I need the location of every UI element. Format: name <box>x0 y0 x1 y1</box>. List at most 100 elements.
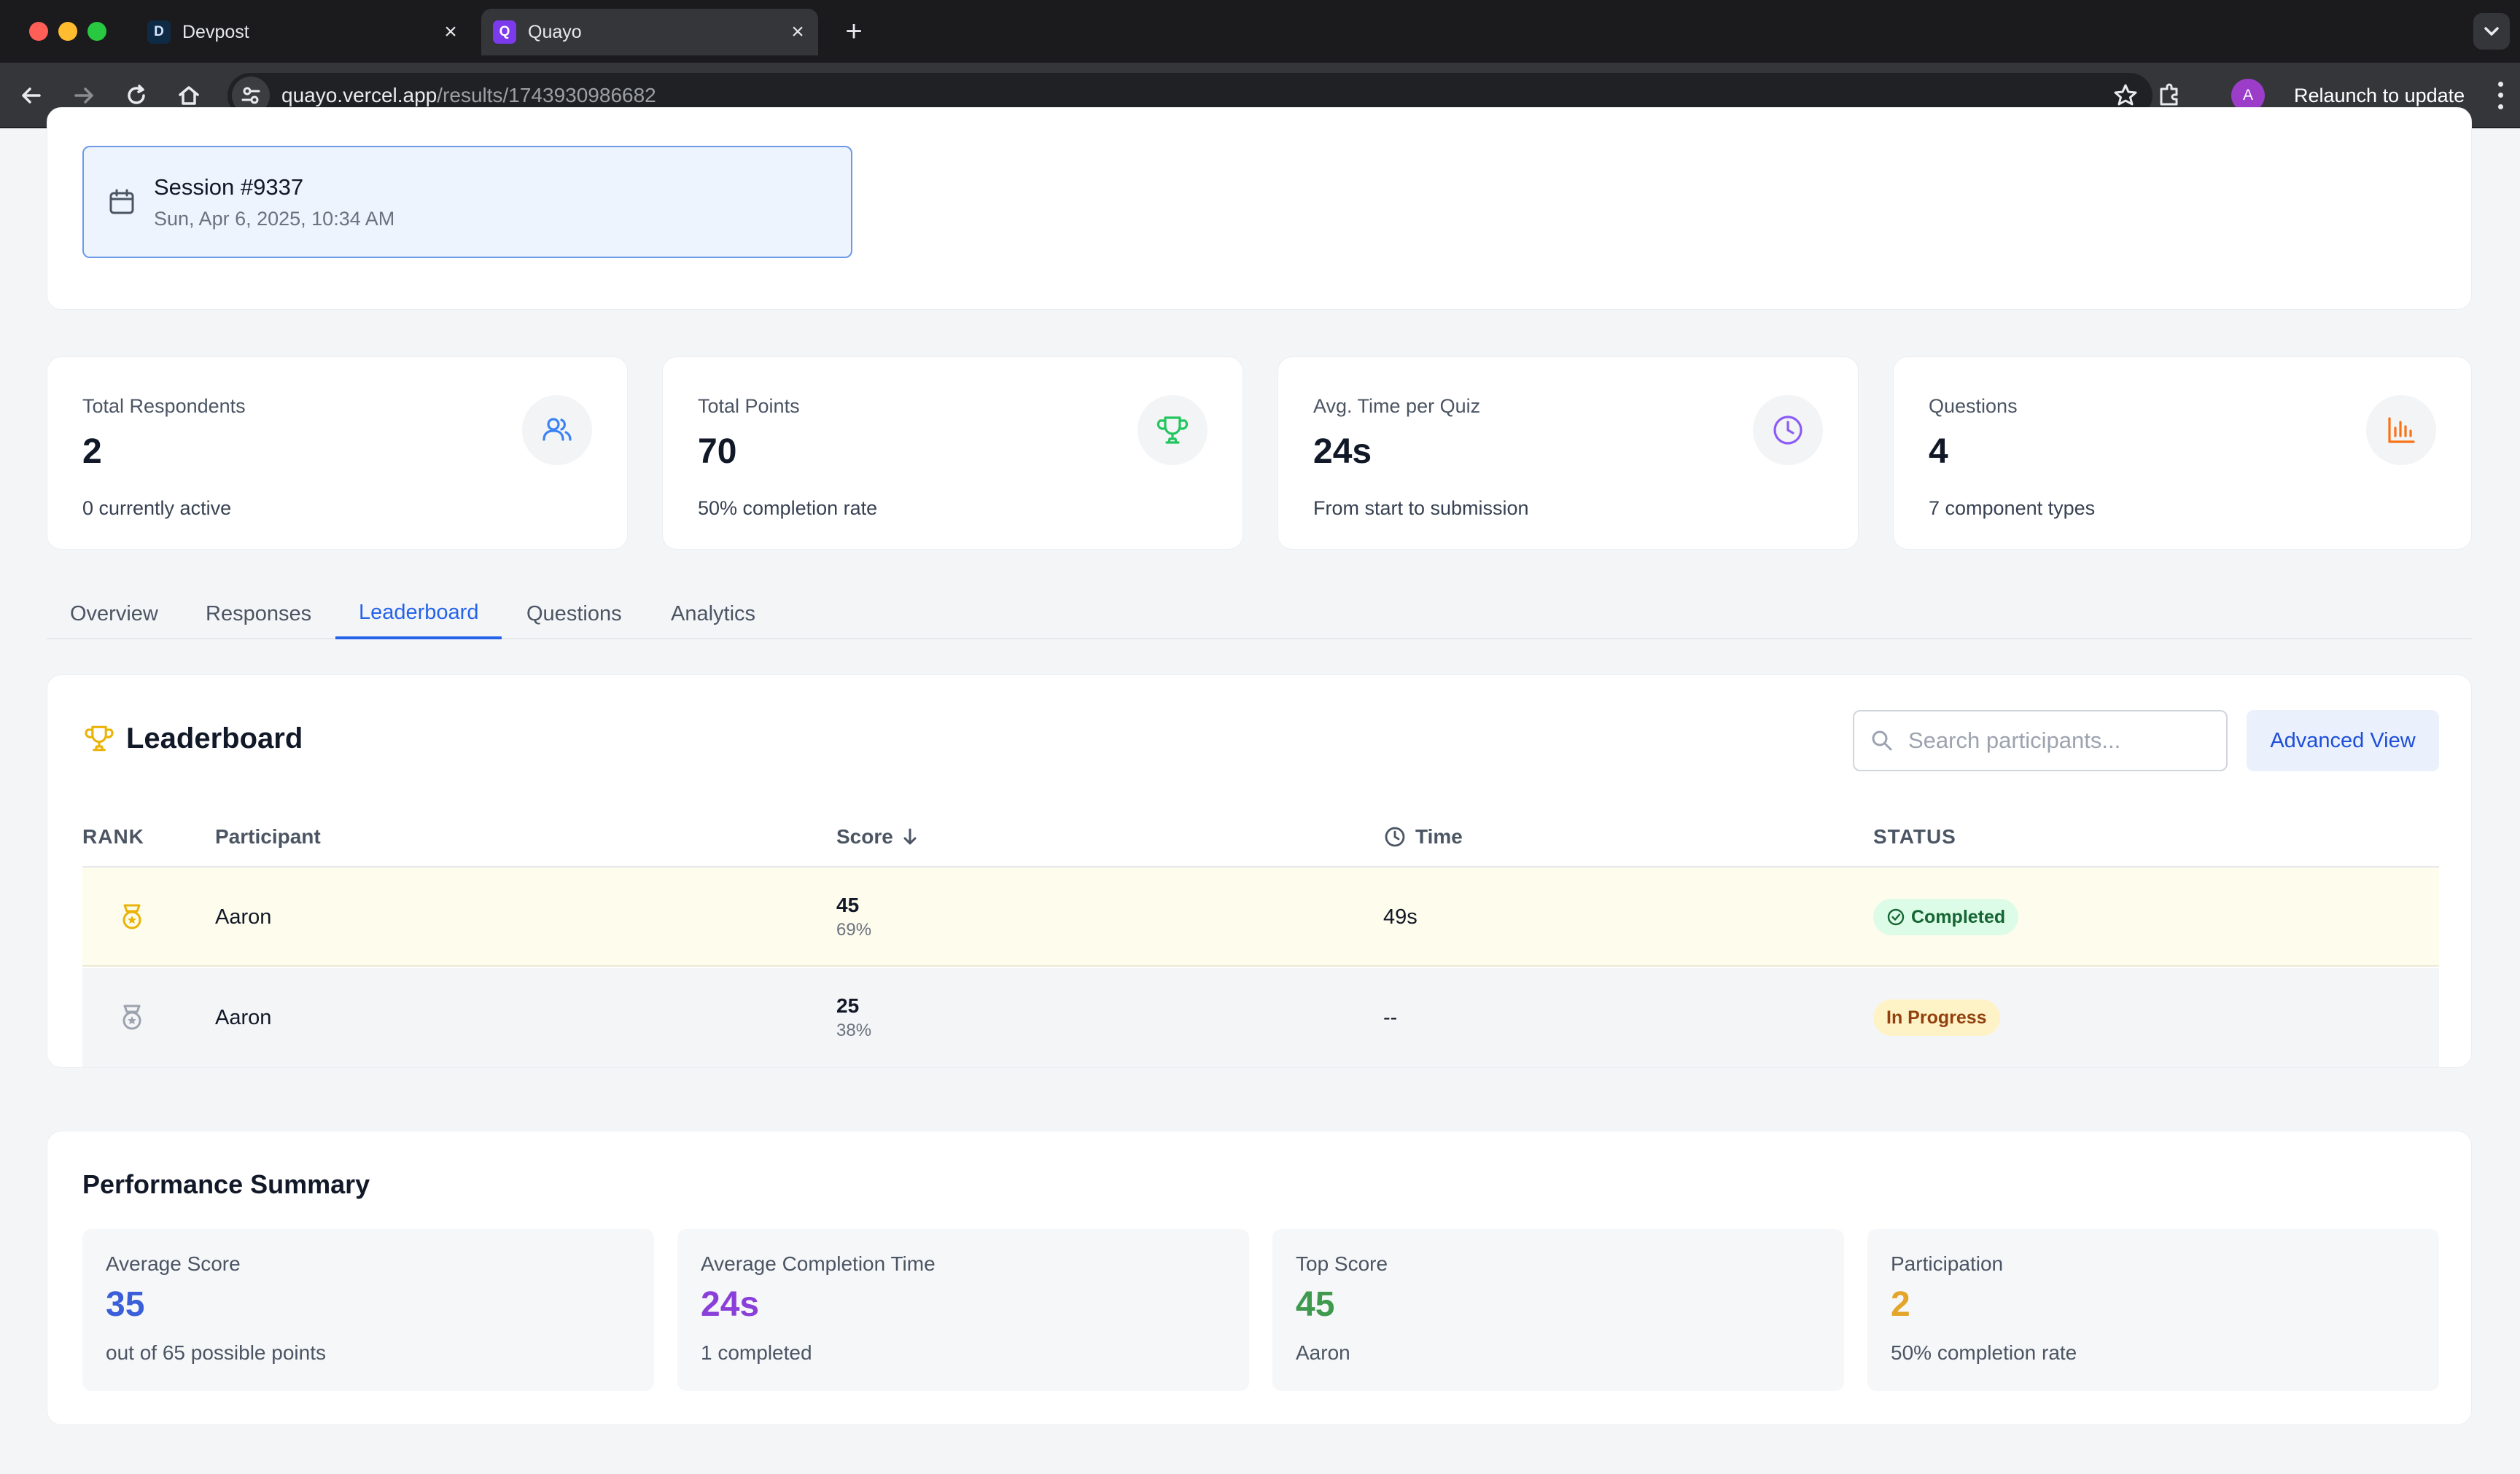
tab-search-button[interactable] <box>2473 13 2510 50</box>
page-content: Session #9337 Sun, Apr 6, 2025, 10:34 AM… <box>0 107 2520 1474</box>
star-icon <box>2114 84 2137 106</box>
stat-label: Avg. Time per Quiz <box>1313 395 1481 417</box>
relaunch-to-update-button[interactable]: Relaunch to update <box>2294 84 2465 106</box>
stat-subtext: 50% completion rate <box>698 497 878 519</box>
bookmark-star-icon[interactable] <box>2112 82 2139 113</box>
table-row[interactable]: Aaron 45 69% 49s Completed <box>82 867 2439 967</box>
tab-analytics[interactable]: Analytics <box>671 601 756 625</box>
search-input[interactable] <box>1908 728 2200 754</box>
session-card: Session #9337 Sun, Apr 6, 2025, 10:34 AM <box>47 107 2472 310</box>
perf-value: 24s <box>701 1285 760 1324</box>
forward-button[interactable] <box>67 79 101 112</box>
browser-tab-bar: D Devpost × Q Quayo × + <box>0 0 2520 63</box>
participant-search[interactable] <box>1853 710 2228 771</box>
session-info: Session #9337 Sun, Apr 6, 2025, 10:34 AM <box>154 174 394 230</box>
calendar-icon <box>109 189 134 214</box>
stat-subtext: From start to submission <box>1313 497 1529 519</box>
leaderboard-heading: Leaderboard <box>82 722 303 755</box>
column-header-participant[interactable]: Participant <box>215 825 321 848</box>
clock-icon <box>1385 827 1405 847</box>
arrow-left-icon <box>22 87 41 104</box>
stat-card-total-points: Total Points 70 50% completion rate <box>662 356 1243 550</box>
maximize-window-button[interactable] <box>88 22 106 41</box>
score-percent: 38% <box>836 1021 872 1040</box>
session-selector[interactable]: Session #9337 Sun, Apr 6, 2025, 10:34 AM <box>82 146 852 258</box>
tab-leaderboard[interactable]: Leaderboard <box>335 588 502 639</box>
perf-average-completion-time: Average Completion Time 24s 1 completed <box>677 1229 1249 1391</box>
search-icon <box>1872 730 1892 751</box>
close-tab-icon[interactable]: × <box>444 20 457 44</box>
close-window-button[interactable] <box>29 22 48 41</box>
session-title: Session #9337 <box>154 173 304 200</box>
back-button[interactable] <box>15 79 48 112</box>
clock-icon <box>1753 395 1823 465</box>
tune-icon <box>241 87 260 104</box>
close-tab-icon[interactable]: × <box>791 20 804 44</box>
perf-subtext: Aaron <box>1296 1341 1350 1364</box>
stat-label: Total Points <box>698 395 800 417</box>
reload-button[interactable] <box>120 79 153 112</box>
url-path: /results/1743930986682 <box>437 84 656 106</box>
column-header-status[interactable]: STATUS <box>1873 825 1956 848</box>
score-header-label: Score <box>836 825 893 848</box>
perf-average-score: Average Score 35 out of 65 possible poin… <box>82 1229 654 1391</box>
perf-value: 45 <box>1296 1285 1335 1324</box>
stat-card-questions: Questions 4 7 component types <box>1893 356 2472 550</box>
stat-label: Total Respondents <box>82 395 246 417</box>
new-tab-icon[interactable]: + <box>845 15 863 47</box>
participant-name: Aaron <box>215 905 272 929</box>
score-value: 45 <box>836 894 860 916</box>
column-header-rank[interactable]: RANK <box>82 825 144 848</box>
extensions-button[interactable] <box>2152 79 2186 112</box>
perf-top-score: Top Score 45 Aaron <box>1272 1229 1844 1391</box>
score-percent: 69% <box>836 920 872 940</box>
stat-value: 2 <box>82 432 102 471</box>
browser-tab-devpost[interactable]: D Devpost × <box>136 9 471 55</box>
status-label: Completed <box>1911 906 2006 927</box>
score-cell: 45 69% <box>836 867 871 967</box>
session-date: Sun, Apr 6, 2025, 10:34 AM <box>154 207 395 230</box>
perf-subtext: out of 65 possible points <box>106 1341 326 1364</box>
url-host: quayo.vercel.app <box>281 84 438 106</box>
status-cell: In Progress <box>1873 968 2000 1067</box>
time-value: 49s <box>1383 905 1418 929</box>
chevron-down-icon <box>2484 27 2499 36</box>
status-cell: Completed <box>1873 867 2019 967</box>
browser-tab-quayo[interactable]: Q Quayo × <box>481 9 818 55</box>
participant-name: Aaron <box>215 1005 272 1029</box>
perf-label: Average Score <box>106 1252 241 1275</box>
column-header-time[interactable]: Time <box>1383 806 1463 867</box>
perf-label: Top Score <box>1296 1252 1388 1275</box>
perf-participation: Participation 2 50% completion rate <box>1867 1229 2439 1391</box>
stat-subtext: 7 component types <box>1929 497 2096 519</box>
score-cell: 25 38% <box>836 968 871 1067</box>
leaderboard-card: Leaderboard Advanced View RANK Participa… <box>47 674 2472 1068</box>
puzzle-icon <box>2160 83 2178 106</box>
results-tabs: Overview Responses Leaderboard Questions… <box>47 588 2472 639</box>
browser-menu-icon[interactable] <box>2489 79 2511 112</box>
tab-title: Devpost <box>182 21 249 42</box>
tab-questions[interactable]: Questions <box>526 601 622 625</box>
check-circle-icon <box>1887 908 1905 926</box>
table-row[interactable]: Aaron 25 38% -- In Progress <box>82 968 2439 1067</box>
status-badge: Completed <box>1873 899 2019 935</box>
tab-responses[interactable]: Responses <box>206 601 312 625</box>
advanced-view-button[interactable]: Advanced View <box>2247 710 2439 771</box>
stat-label: Questions <box>1929 395 2018 417</box>
performance-summary-title: Performance Summary <box>82 1169 370 1199</box>
perf-subtext: 50% completion rate <box>1891 1341 2077 1364</box>
tab-title: Quayo <box>528 21 582 42</box>
column-header-score[interactable]: Score <box>836 806 921 867</box>
time-value: -- <box>1383 1005 1398 1029</box>
url-text: quayo.vercel.app/results/1743930986682 <box>281 84 656 107</box>
minimize-window-button[interactable] <box>58 22 77 41</box>
arrow-right-icon <box>74 87 93 104</box>
arrow-down-icon <box>903 828 917 845</box>
home-button[interactable] <box>172 79 206 112</box>
trophy-icon <box>1138 395 1208 465</box>
profile-avatar[interactable]: A <box>2231 79 2265 112</box>
tab-overview[interactable]: Overview <box>70 601 158 625</box>
perf-value: 2 <box>1891 1285 1910 1324</box>
gold-medal-icon <box>117 867 147 967</box>
devpost-favicon-icon: D <box>147 20 171 44</box>
